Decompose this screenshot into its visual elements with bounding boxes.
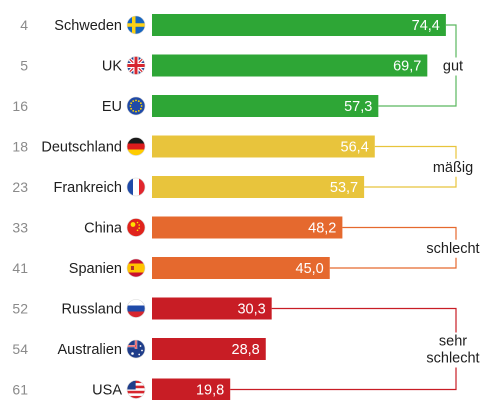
- country-label: Australien: [58, 342, 122, 358]
- country-label: China: [84, 221, 123, 237]
- bar: [152, 338, 266, 360]
- value-label: 19,8: [196, 383, 224, 399]
- rank-label: 4: [20, 17, 28, 33]
- china-flag-icon: [126, 218, 146, 237]
- france-flag-icon: [126, 177, 146, 197]
- spain-flag-icon: [126, 258, 146, 278]
- bar: [152, 257, 330, 279]
- value-label: 74,4: [412, 18, 440, 34]
- rank-label: 23: [12, 179, 28, 195]
- russia-flag-icon: [126, 299, 146, 318]
- country-label: EU: [102, 99, 122, 115]
- value-label: 30,3: [237, 302, 265, 318]
- group-label-backing: [429, 158, 477, 177]
- bar: [152, 54, 428, 77]
- country-label: Schweden: [54, 18, 122, 34]
- rank-label: 54: [12, 341, 28, 357]
- value-label: 69,7: [393, 59, 421, 75]
- country-label: Deutschland: [41, 140, 122, 156]
- group-label: schlecht: [426, 351, 479, 367]
- country-label: UK: [102, 59, 122, 75]
- group-label: mäßig: [433, 160, 473, 176]
- group-label-backing: [423, 349, 483, 368]
- group-label-backing: [423, 239, 483, 258]
- rank-label: 18: [12, 139, 28, 155]
- value-label: 56,4: [341, 140, 369, 156]
- rank-label: 5: [20, 58, 28, 74]
- value-label: 28,8: [232, 342, 260, 358]
- country-label: Spanien: [69, 261, 122, 277]
- country-label: USA: [92, 383, 122, 399]
- rank-label: 41: [12, 260, 28, 276]
- sweden-flag-icon: [126, 15, 146, 35]
- value-label: 48,2: [308, 221, 336, 237]
- value-label: 45,0: [296, 261, 324, 277]
- value-label: 57,3: [344, 99, 372, 115]
- bar: [152, 95, 379, 117]
- rank-label: 61: [12, 382, 28, 398]
- rank-label: 33: [12, 220, 28, 236]
- bar: [152, 176, 365, 198]
- group-label: sehr: [439, 334, 467, 350]
- usa-flag-icon: [126, 380, 146, 399]
- rank-label: 16: [12, 98, 28, 114]
- eu-flag-icon: [126, 96, 146, 116]
- bar: [152, 135, 375, 158]
- country-label: Frankreich: [54, 180, 123, 196]
- uk-flag-icon: [126, 56, 146, 75]
- group-label-backing: [435, 332, 471, 351]
- bar: [152, 297, 272, 320]
- germany-flag-icon: [126, 137, 146, 156]
- bar: [152, 216, 343, 239]
- country-label: Russland: [62, 302, 122, 318]
- bar: [152, 378, 231, 400]
- group-label-backing: [439, 57, 467, 76]
- australia-flag-icon: [126, 339, 146, 359]
- group-label: schlecht: [426, 241, 479, 257]
- group-label: gut: [443, 59, 463, 75]
- value-label: 53,7: [330, 180, 358, 196]
- bar: [152, 14, 446, 36]
- rank-label: 52: [12, 301, 28, 317]
